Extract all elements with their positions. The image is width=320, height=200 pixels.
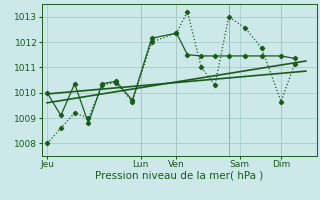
X-axis label: Pression niveau de la mer( hPa ): Pression niveau de la mer( hPa ) bbox=[95, 171, 263, 181]
